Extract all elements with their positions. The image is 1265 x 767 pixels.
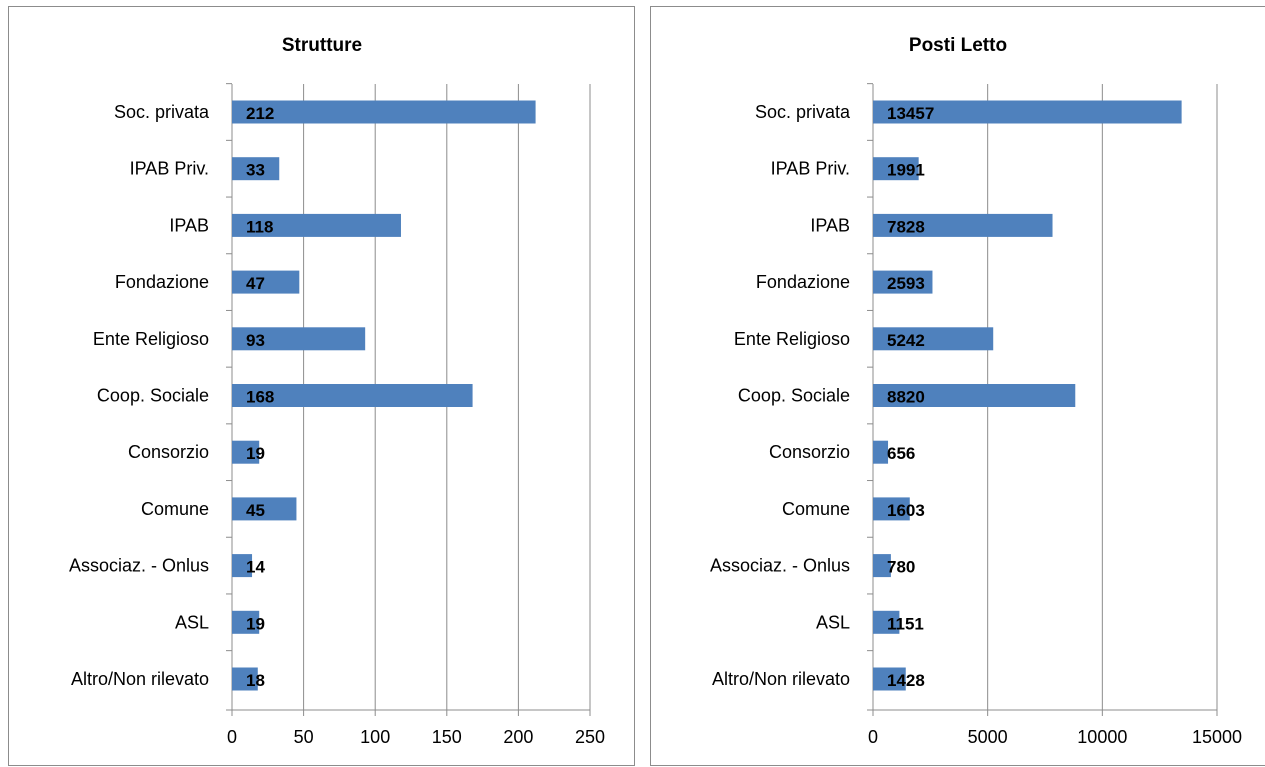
category-label: Associaz. - Onlus	[710, 556, 850, 576]
chart-strutture: Strutture 0 50 100 150 200 250 Soc. privata 212 I…	[69, 35, 605, 747]
category-label: Altro/Non rilevato	[712, 669, 850, 689]
chart-title: Posti Letto	[909, 35, 1007, 56]
data-label: 2593	[887, 274, 925, 293]
data-label: 33	[246, 161, 265, 180]
bar	[232, 100, 536, 124]
data-label: 93	[246, 331, 265, 350]
data-label: 19	[246, 614, 265, 633]
x-tick-label: 250	[575, 727, 605, 747]
data-label: 14	[246, 558, 265, 577]
data-label: 45	[246, 501, 265, 520]
x-tick-label: 150	[432, 727, 462, 747]
category-label: ASL	[175, 612, 209, 632]
x-tick-label: 50	[294, 727, 314, 747]
bar	[873, 100, 1182, 124]
bar	[873, 213, 1053, 237]
x-tick-label: 15000	[1192, 727, 1242, 747]
data-label: 212	[246, 104, 274, 123]
category-label: Coop. Sociale	[97, 386, 209, 406]
data-label: 1151	[887, 614, 924, 633]
category-label: Ente Religioso	[93, 329, 209, 349]
bar	[232, 213, 401, 237]
x-tick-label: 0	[868, 727, 878, 747]
bar	[873, 270, 933, 294]
chart-panel-posti-letto: Posti Letto 0 5000 10000 15000 Soc. privata 13…	[650, 6, 1265, 766]
category-label: Consorzio	[128, 442, 209, 462]
chart-posti-letto: Posti Letto 0 5000 10000 15000 Soc. privata 13…	[710, 35, 1242, 747]
x-tick-label: 10000	[1077, 727, 1127, 747]
data-label: 7828	[887, 217, 925, 236]
category-label: Ente Religioso	[734, 329, 850, 349]
bar	[232, 554, 253, 578]
bar	[873, 554, 891, 578]
x-tick-label: 200	[503, 727, 533, 747]
bar	[232, 440, 260, 464]
data-label: 13457	[887, 104, 934, 123]
bar	[873, 667, 906, 691]
x-tick-label: 0	[227, 727, 237, 747]
category-label: Soc. privata	[114, 102, 210, 122]
category-label: Soc. privata	[755, 102, 851, 122]
bar	[232, 157, 280, 181]
data-label: 5242	[887, 331, 925, 350]
bar	[873, 327, 994, 351]
x-tick-label: 5000	[968, 727, 1008, 747]
data-label: 19	[246, 444, 265, 463]
category-label: Fondazione	[115, 272, 209, 292]
bar	[873, 157, 919, 181]
x-tick-label: 100	[360, 727, 390, 747]
data-label: 47	[246, 274, 265, 293]
data-label: 8820	[887, 388, 925, 407]
category-label: Coop. Sociale	[738, 386, 850, 406]
category-label: Consorzio	[769, 442, 850, 462]
data-label: 780	[887, 558, 915, 577]
category-label: Altro/Non rilevato	[71, 669, 209, 689]
bar	[873, 440, 889, 464]
category-label: ASL	[816, 612, 850, 632]
category-label: IPAB Priv.	[130, 159, 209, 179]
chart-panel-strutture: Strutture 0 50 100 150 200 250 Soc. privata 212 I…	[8, 6, 635, 766]
bar	[232, 327, 366, 351]
category-label: Comune	[141, 499, 209, 519]
data-label: 18	[246, 671, 265, 690]
data-label: 1428	[887, 671, 925, 690]
bar	[232, 270, 300, 294]
data-label: 1991	[887, 161, 925, 180]
category-label: IPAB	[169, 215, 209, 235]
category-label: Fondazione	[756, 272, 850, 292]
bar	[873, 384, 1076, 407]
data-label: 168	[246, 388, 274, 407]
bar	[232, 610, 260, 634]
bar	[873, 497, 910, 521]
bar	[232, 497, 297, 521]
data-label: 118	[246, 217, 273, 236]
bar	[873, 610, 900, 634]
data-label: 1603	[887, 501, 925, 520]
data-label: 656	[887, 444, 915, 463]
category-label: Associaz. - Onlus	[69, 556, 209, 576]
bar	[232, 667, 258, 691]
category-label: Comune	[782, 499, 850, 519]
chart-title: Strutture	[282, 35, 362, 56]
category-label: IPAB Priv.	[771, 159, 850, 179]
bar	[232, 384, 473, 407]
category-label: IPAB	[810, 215, 850, 235]
